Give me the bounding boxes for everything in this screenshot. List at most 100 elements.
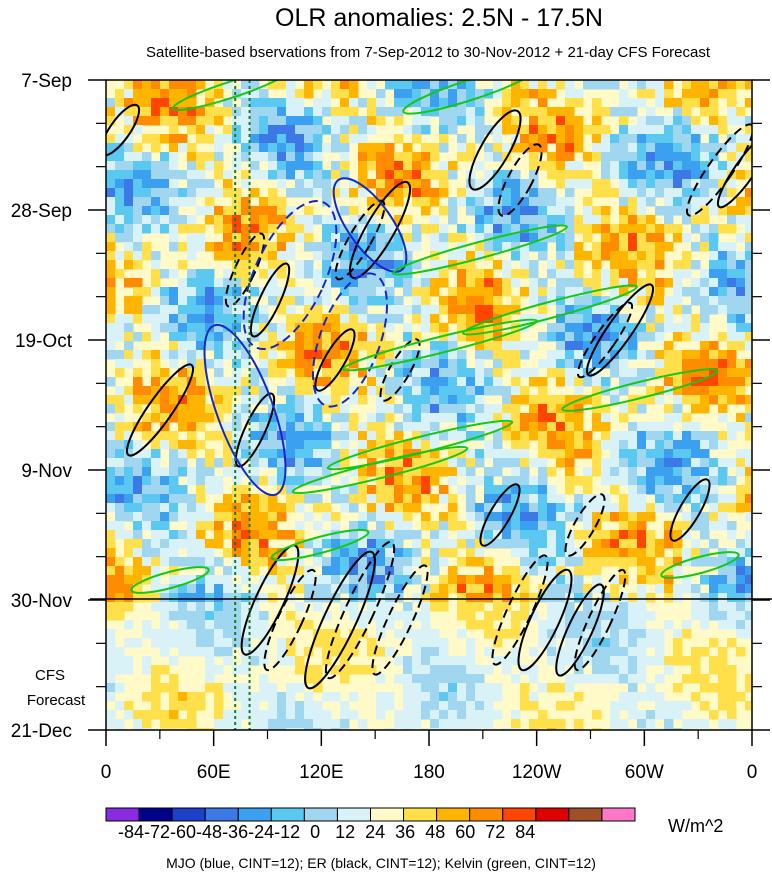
field-cell: [547, 719, 557, 729]
field-cell: [151, 215, 161, 225]
field-cell: [619, 440, 629, 450]
field-cell: [745, 341, 752, 351]
field-cell: [529, 134, 539, 144]
field-cell: [493, 386, 503, 396]
field-cell: [124, 530, 134, 540]
field-cell: [520, 251, 530, 261]
field-cell: [160, 638, 170, 648]
field-cell: [304, 107, 314, 117]
field-cell: [745, 134, 752, 144]
field-cell: [295, 368, 305, 378]
field-cell: [655, 440, 665, 450]
field-cell: [547, 224, 557, 234]
field-cell: [457, 116, 467, 126]
field-cell: [655, 476, 665, 486]
field-cell: [475, 305, 485, 315]
field-cell: [304, 440, 314, 450]
field-cell: [214, 341, 224, 351]
field-cell: [133, 332, 143, 342]
field-cell: [691, 152, 701, 162]
field-cell: [583, 296, 593, 306]
field-cell: [241, 404, 251, 414]
field-cell: [367, 251, 377, 261]
field-cell: [178, 224, 188, 234]
field-cell: [421, 278, 431, 288]
field-cell: [160, 323, 170, 333]
field-cell: [151, 278, 161, 288]
field-cell: [241, 197, 251, 207]
field-cell: [529, 170, 539, 180]
field-cell: [565, 125, 575, 135]
field-cell: [412, 359, 422, 369]
field-cell: [142, 467, 152, 477]
field-cell: [610, 584, 620, 594]
field-cell: [709, 98, 719, 108]
field-cell: [187, 98, 197, 108]
field-cell: [160, 467, 170, 477]
field-cell: [421, 323, 431, 333]
field-cell: [466, 539, 476, 549]
field-cell: [682, 323, 692, 333]
field-cell: [664, 575, 674, 585]
field-cell: [511, 422, 521, 432]
field-cell: [313, 440, 323, 450]
field-cell: [169, 629, 179, 639]
field-cell: [601, 206, 611, 216]
field-cell: [475, 206, 485, 216]
field-cell: [727, 701, 737, 711]
field-cell: [142, 98, 152, 108]
field-cell: [106, 395, 116, 405]
field-cell: [664, 584, 674, 594]
field-cell: [286, 98, 296, 108]
field-cell: [466, 548, 476, 558]
field-cell: [403, 503, 413, 513]
field-cell: [277, 413, 287, 423]
field-cell: [736, 80, 746, 90]
field-cell: [529, 413, 539, 423]
field-cell: [457, 287, 467, 297]
field-cell: [628, 107, 638, 117]
field-cell: [205, 512, 215, 522]
field-cell: [304, 494, 314, 504]
field-cell: [556, 422, 566, 432]
field-cell: [691, 656, 701, 666]
field-cell: [718, 557, 728, 567]
field-cell: [322, 197, 332, 207]
field-cell: [673, 476, 683, 486]
field-cell: [448, 656, 458, 666]
field-cell: [520, 422, 530, 432]
field-cell: [313, 269, 323, 279]
field-cell: [592, 107, 602, 117]
field-cell: [106, 98, 116, 108]
field-cell: [475, 413, 485, 423]
field-cell: [556, 296, 566, 306]
field-cell: [457, 377, 467, 387]
field-cell: [619, 368, 629, 378]
field-cell: [628, 404, 638, 414]
field-cell: [619, 359, 629, 369]
field-cell: [493, 584, 503, 594]
field-cell: [610, 431, 620, 441]
field-cell: [160, 611, 170, 621]
field-cell: [295, 269, 305, 279]
field-cell: [412, 611, 422, 621]
field-cell: [106, 350, 116, 360]
field-cell: [385, 296, 395, 306]
field-cell: [511, 170, 521, 180]
field-cell: [358, 170, 368, 180]
field-cell: [619, 170, 629, 180]
field-cell: [277, 386, 287, 396]
field-cell: [664, 440, 674, 450]
field-cell: [259, 683, 269, 693]
field-cell: [673, 296, 683, 306]
field-cell: [718, 305, 728, 315]
field-cell: [700, 305, 710, 315]
field-cell: [340, 125, 350, 135]
field-cell: [583, 206, 593, 216]
field-cell: [232, 368, 242, 378]
field-cell: [565, 431, 575, 441]
field-cell: [655, 566, 665, 576]
field-cell: [538, 161, 548, 171]
field-cell: [664, 539, 674, 549]
field-cell: [547, 80, 557, 90]
